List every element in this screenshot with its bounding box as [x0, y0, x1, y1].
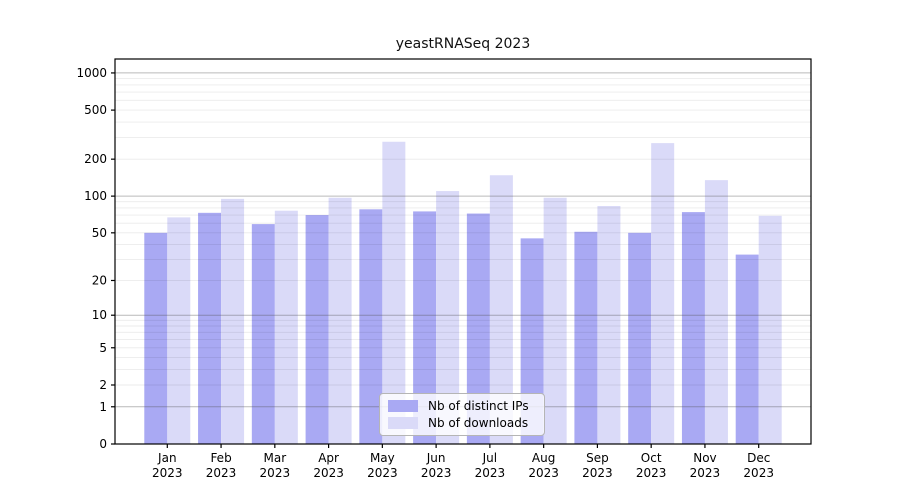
- y-tick-label-200: 200: [84, 152, 107, 166]
- bar-ips-jun: [413, 211, 437, 444]
- bar-downloads-mar: [274, 210, 298, 444]
- x-tick-label-year-feb: 2023: [206, 466, 237, 480]
- y-tick-label-2: 2: [99, 378, 107, 392]
- chart-title: yeastRNASeq 2023: [395, 36, 531, 52]
- bar-downloads-dec: [758, 215, 782, 444]
- legend-swatch-ips-icon: [388, 400, 418, 412]
- bar-ips-feb: [198, 212, 222, 444]
- bar-ips-nov: [681, 212, 705, 444]
- x-tick-label-month-aug: Aug: [532, 451, 555, 465]
- legend: Nb of distinct IPs Nb of downloads: [379, 393, 545, 436]
- x-tick-label-month-sep: Sep: [586, 451, 609, 465]
- x-tick-label-year-oct: 2023: [636, 466, 667, 480]
- bar-ips-mar: [251, 224, 275, 444]
- bar-downloads-jul: [489, 175, 513, 444]
- bar-downloads-oct: [651, 143, 675, 444]
- y-tick-label-1000: 1000: [76, 66, 107, 80]
- x-tick-label-year-mar: 2023: [260, 466, 291, 480]
- bar-downloads-apr: [328, 197, 352, 444]
- legend-item-downloads: Nb of downloads: [388, 416, 536, 430]
- x-tick-label-year-sep: 2023: [582, 466, 613, 480]
- x-tick-label-year-apr: 2023: [313, 466, 344, 480]
- x-tick-label-month-may: May: [370, 451, 395, 465]
- bar-ips-oct: [628, 232, 652, 444]
- x-tick-label-year-jul: 2023: [475, 466, 506, 480]
- bar-downloads-jun: [436, 191, 460, 444]
- x-tick-label-month-oct: Oct: [641, 451, 662, 465]
- y-tick-label-1: 1: [99, 400, 107, 414]
- bar-downloads-feb: [221, 198, 245, 444]
- y-tick-label-5: 5: [99, 341, 107, 355]
- x-tick-label-month-nov: Nov: [693, 451, 716, 465]
- y-tick-label-500: 500: [84, 103, 107, 117]
- bar-ips-dec: [735, 254, 759, 444]
- bar-ips-apr: [305, 215, 329, 444]
- x-tick-label-month-jul: Jul: [482, 451, 497, 465]
- x-tick-label-year-dec: 2023: [743, 466, 774, 480]
- x-tick-label-year-nov: 2023: [690, 466, 721, 480]
- legend-item-ips: Nb of distinct IPs: [388, 399, 536, 413]
- bar-downloads-jan: [167, 217, 191, 444]
- legend-label-ips: Nb of distinct IPs: [428, 399, 529, 413]
- bar-ips-jul: [466, 213, 490, 444]
- x-tick-label-year-aug: 2023: [528, 466, 559, 480]
- bar-ips-jan: [144, 232, 168, 444]
- bar-ips-may: [359, 209, 383, 444]
- plot-border: [114, 58, 812, 445]
- x-tick-label-month-mar: Mar: [264, 451, 287, 465]
- y-tick-label-50: 50: [92, 226, 107, 240]
- legend-label-downloads: Nb of downloads: [428, 416, 529, 430]
- x-tick-label-month-jan: Jan: [157, 451, 177, 465]
- bar-ips-aug: [520, 238, 544, 444]
- bar-downloads-aug: [543, 197, 567, 444]
- bar-downloads-may: [382, 141, 406, 444]
- y-tick-label-10: 10: [92, 308, 107, 322]
- x-tick-label-month-apr: Apr: [318, 451, 339, 465]
- y-tick-label-0: 0: [99, 437, 107, 451]
- y-tick-label-20: 20: [92, 273, 107, 287]
- x-tick-label-year-jan: 2023: [152, 466, 183, 480]
- bar-ips-sep: [574, 231, 598, 444]
- bar-downloads-sep: [597, 206, 621, 444]
- x-tick-label-month-dec: Dec: [747, 451, 770, 465]
- x-tick-label-year-jun: 2023: [421, 466, 452, 480]
- x-tick-label-year-may: 2023: [367, 466, 398, 480]
- x-tick-label-month-jun: Jun: [426, 451, 446, 465]
- legend-swatch-downloads-icon: [388, 417, 418, 429]
- y-tick-label-100: 100: [84, 189, 107, 203]
- bar-downloads-nov: [704, 180, 728, 444]
- x-tick-label-month-feb: Feb: [210, 451, 231, 465]
